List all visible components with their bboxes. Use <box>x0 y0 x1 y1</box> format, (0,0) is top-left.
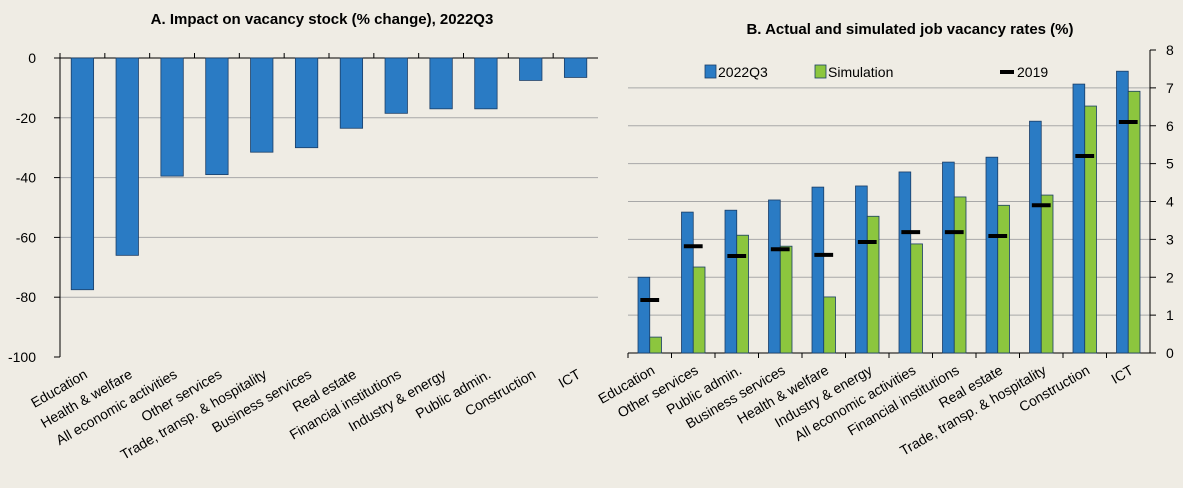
y-tick-label: -80 <box>16 289 36 305</box>
bar <box>953 196 967 354</box>
legend-label: 2019 <box>1017 64 1048 80</box>
bar <box>1029 120 1042 354</box>
bar <box>779 245 793 354</box>
bar <box>910 243 923 354</box>
bar <box>997 204 1010 354</box>
bar <box>681 211 694 354</box>
chart-title: B. Actual and simulated job vacancy rate… <box>746 21 1073 38</box>
y-tick-label: 5 <box>1166 156 1174 172</box>
bar <box>692 266 706 354</box>
legend-label: Simulation <box>828 64 893 80</box>
bar <box>563 57 588 78</box>
legend-swatch <box>814 64 827 79</box>
y-tick-label: 7 <box>1166 80 1174 96</box>
y-tick-label: 6 <box>1166 118 1174 134</box>
bar <box>811 186 825 354</box>
bar <box>942 161 955 354</box>
bar <box>823 296 836 354</box>
y-tick-label: 2 <box>1166 269 1174 285</box>
bar <box>866 215 880 354</box>
legend-swatch <box>704 64 717 79</box>
y-tick-label: -40 <box>16 170 36 186</box>
bar <box>649 336 662 354</box>
y-tick-label: -100 <box>8 349 36 365</box>
bar <box>724 209 738 354</box>
bar <box>1116 70 1129 354</box>
bar <box>1084 105 1097 354</box>
chart-title: A. Impact on vacancy stock (% change), 2… <box>151 11 494 28</box>
bar <box>985 156 999 354</box>
y-tick-label: 4 <box>1166 194 1174 210</box>
bar <box>637 276 651 354</box>
y-tick-label: 0 <box>28 50 36 66</box>
bar <box>429 57 453 110</box>
y-tick-label: 8 <box>1166 42 1174 58</box>
bar <box>384 57 408 114</box>
bar <box>115 57 139 256</box>
y-tick-label: -60 <box>16 229 36 245</box>
bar <box>855 185 868 354</box>
legend-label: 2022Q3 <box>718 64 768 80</box>
y-tick-label: 1 <box>1166 307 1174 323</box>
bar <box>736 234 749 354</box>
bar <box>1127 90 1141 354</box>
bar <box>519 57 543 81</box>
bar <box>474 57 498 110</box>
bar <box>294 57 319 149</box>
bar <box>160 57 184 177</box>
bar <box>768 199 781 354</box>
bar <box>898 171 912 354</box>
y-tick-label: -20 <box>16 110 36 126</box>
y-tick-label: 0 <box>1166 345 1174 361</box>
y-tick-label: 3 <box>1166 231 1174 247</box>
bar <box>250 57 274 153</box>
bar <box>339 57 364 129</box>
bar <box>1072 83 1086 354</box>
bar <box>70 57 95 291</box>
bar <box>205 57 229 176</box>
bar <box>1040 194 1054 354</box>
